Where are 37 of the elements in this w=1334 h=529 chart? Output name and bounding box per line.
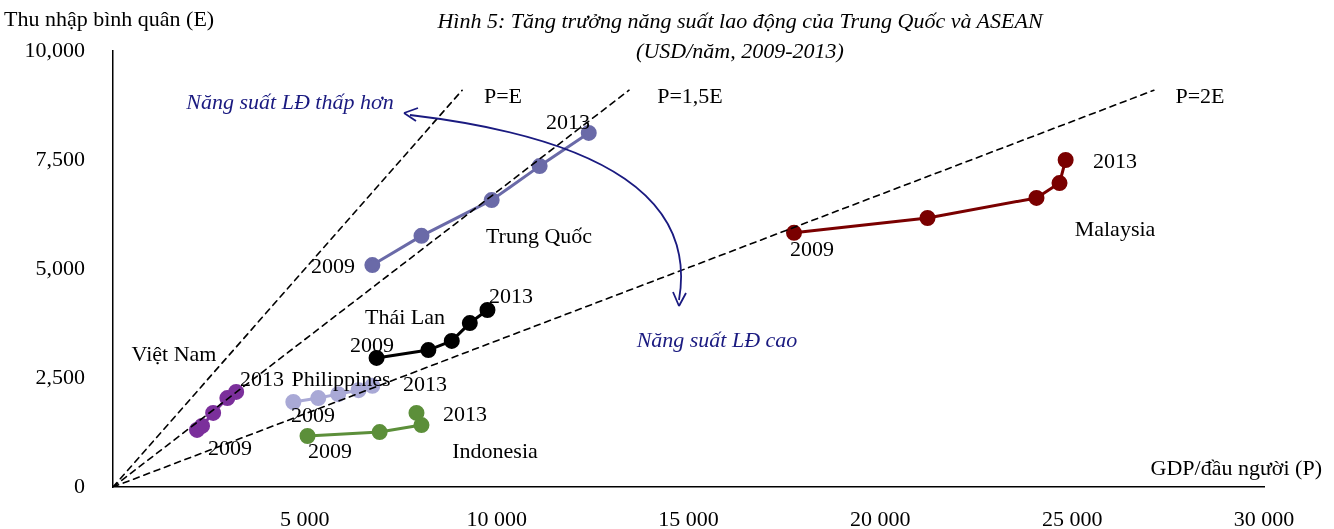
- x-tick-label: 5 000: [280, 505, 330, 529]
- annotation: 2009: [350, 331, 394, 357]
- x-axis-title: GDP/đầu người (P): [1150, 455, 1322, 481]
- annotation: 2009: [311, 252, 355, 278]
- annotation: 2009: [291, 401, 335, 427]
- annotation: Malaysia: [1074, 215, 1156, 241]
- annotation: Philippines: [291, 365, 391, 391]
- annotation: P=1,5E: [657, 82, 723, 108]
- annotation: 2009: [208, 434, 252, 460]
- annotation: 2013: [403, 370, 447, 396]
- annotation: 2013: [1093, 147, 1137, 173]
- annotation: P=2E: [1175, 82, 1225, 108]
- annotation: 2013: [489, 282, 533, 308]
- annotation: Thái Lan: [364, 303, 446, 329]
- y-axis-title: Thu nhập bình quân (E): [4, 6, 215, 32]
- y-tick-label: 5,000: [35, 254, 85, 280]
- annotation: Năng suất LĐ cao: [635, 326, 798, 352]
- annotation: Indonesia: [452, 437, 538, 463]
- x-tick-label: 30 000: [1233, 505, 1295, 529]
- x-tick-label: 20 000: [850, 505, 911, 529]
- x-tick-label: 25 000: [1041, 505, 1103, 529]
- annotation: Trung Quốc: [485, 222, 593, 248]
- annotation: 2009: [308, 437, 352, 463]
- annotation: 2009: [790, 235, 834, 261]
- x-tick-label: 10 000: [466, 505, 527, 529]
- y-tick-label: 7,500: [35, 145, 85, 171]
- chart-title: Hình 5: Tăng trưởng năng suất lao động của Trung Quốc và ASEAN (USD/năm, 2009-2013): [436, 7, 1045, 65]
- annotation: P=E: [483, 82, 523, 108]
- annotation: 2013: [240, 365, 284, 391]
- y-tick-label: 0: [74, 472, 85, 498]
- annotation: 2013: [443, 400, 487, 426]
- x-tick-label: 15 000: [658, 505, 719, 529]
- y-tick-label: 2,500: [35, 363, 85, 389]
- annotation: Việt Nam: [131, 340, 217, 366]
- y-tick-label: 10,000: [24, 36, 85, 62]
- annotation: 2013: [546, 108, 590, 134]
- annotation: Năng suất LĐ thấp hơn: [185, 88, 394, 114]
